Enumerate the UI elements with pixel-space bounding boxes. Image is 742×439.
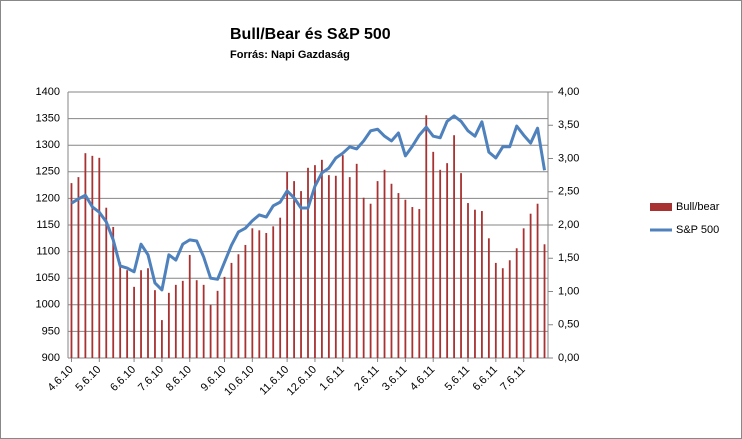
bar bbox=[279, 217, 282, 358]
bar bbox=[439, 169, 442, 358]
bar bbox=[425, 115, 428, 359]
y2-tick-label: 3,50 bbox=[558, 119, 579, 131]
bar bbox=[293, 181, 295, 358]
y2-tick-label: 2,00 bbox=[558, 219, 579, 231]
bar bbox=[147, 268, 149, 358]
bar bbox=[481, 211, 483, 358]
bar bbox=[383, 169, 386, 358]
y2-tick-label: 0,00 bbox=[558, 352, 579, 364]
y-tick-label: 1050 bbox=[36, 272, 60, 284]
y-tick-label: 900 bbox=[42, 352, 60, 364]
chart-subtitle: Forrás: Napi Gazdaság bbox=[230, 49, 350, 61]
legend-label: Bull/bear bbox=[676, 201, 720, 213]
bar bbox=[209, 304, 212, 358]
bar bbox=[453, 135, 455, 358]
bar bbox=[341, 155, 344, 358]
bar bbox=[70, 183, 73, 358]
bar bbox=[355, 163, 358, 358]
bar bbox=[216, 290, 219, 358]
bar bbox=[321, 159, 323, 358]
bar bbox=[494, 262, 497, 358]
y2-tick-label: 0,50 bbox=[558, 319, 579, 331]
bar bbox=[307, 167, 309, 358]
legend-swatch bbox=[650, 203, 672, 211]
bar bbox=[390, 183, 393, 358]
y-tick-label: 1250 bbox=[36, 166, 60, 178]
y-tick-label: 950 bbox=[42, 325, 60, 337]
bar bbox=[522, 228, 525, 358]
bar bbox=[258, 230, 261, 358]
bar bbox=[543, 244, 546, 358]
bar bbox=[112, 226, 115, 358]
bar bbox=[348, 177, 351, 358]
bar bbox=[418, 209, 421, 358]
y-tick-label: 1150 bbox=[36, 219, 60, 231]
bar bbox=[529, 213, 532, 358]
bar bbox=[154, 290, 156, 358]
y-tick-label: 1000 bbox=[36, 299, 60, 311]
bar bbox=[446, 163, 449, 358]
y2-tick-label: 1,50 bbox=[558, 252, 579, 264]
bar bbox=[376, 181, 379, 358]
bar bbox=[237, 254, 240, 358]
bar bbox=[508, 260, 511, 358]
bar bbox=[133, 286, 135, 358]
bar bbox=[467, 203, 469, 358]
bar bbox=[126, 270, 129, 358]
y-tick-label: 1100 bbox=[36, 246, 60, 258]
bar bbox=[195, 280, 198, 358]
bar bbox=[188, 254, 191, 358]
bar bbox=[140, 270, 142, 358]
bar bbox=[202, 284, 205, 358]
bar bbox=[501, 268, 504, 358]
bar bbox=[369, 203, 372, 358]
chart-title: Bull/Bear és S&P 500 bbox=[230, 26, 391, 43]
bar bbox=[119, 262, 122, 358]
bar bbox=[515, 248, 518, 358]
bar bbox=[397, 193, 400, 358]
bar bbox=[77, 177, 80, 358]
bar bbox=[404, 199, 407, 358]
bar bbox=[244, 244, 247, 358]
bar bbox=[91, 155, 94, 358]
y2-tick-label: 2,50 bbox=[558, 186, 579, 198]
bar bbox=[251, 228, 254, 358]
bar bbox=[223, 276, 226, 358]
bar bbox=[161, 320, 163, 358]
bar bbox=[174, 284, 177, 358]
bar bbox=[432, 151, 435, 358]
bar bbox=[230, 262, 233, 358]
y-tick-label: 1350 bbox=[36, 113, 60, 125]
bar bbox=[327, 175, 330, 358]
bar bbox=[536, 203, 539, 358]
bar bbox=[265, 232, 268, 358]
bar bbox=[334, 175, 337, 358]
bar bbox=[487, 238, 490, 358]
bar bbox=[105, 207, 108, 358]
bar bbox=[84, 153, 87, 358]
bar bbox=[314, 165, 316, 358]
bar bbox=[181, 280, 184, 358]
bar bbox=[362, 197, 365, 358]
y2-tick-label: 4,00 bbox=[558, 86, 579, 98]
bar bbox=[300, 191, 302, 358]
bar bbox=[474, 209, 476, 358]
bar bbox=[98, 157, 101, 358]
bar bbox=[272, 226, 275, 358]
y-tick-label: 1300 bbox=[36, 139, 60, 151]
bar bbox=[286, 171, 289, 358]
bar bbox=[411, 207, 414, 358]
y-tick-label: 1400 bbox=[36, 86, 60, 98]
y-tick-label: 1200 bbox=[36, 192, 60, 204]
y2-tick-label: 3,00 bbox=[558, 152, 579, 164]
y2-tick-label: 1,00 bbox=[558, 285, 579, 297]
bar bbox=[460, 173, 462, 358]
bar bbox=[167, 292, 170, 358]
line bbox=[70, 114, 546, 292]
legend-label: S&P 500 bbox=[676, 224, 719, 236]
